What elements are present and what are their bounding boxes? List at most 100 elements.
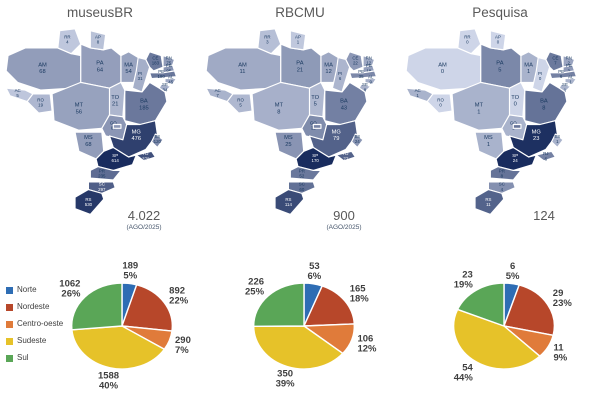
state-label-PE: PE 35 (358, 69, 364, 79)
state-label-PA: PA 5 (496, 60, 503, 73)
state-label-CE: CE 7 (552, 55, 558, 65)
state-label-MT: MT 1 (475, 103, 484, 116)
state-label-AL: AL 1 (568, 75, 574, 85)
state-label-MG: MG 23 (532, 129, 542, 142)
state-SC[interactable] (487, 181, 516, 194)
pie-slice-nordeste[interactable] (303, 285, 355, 327)
state-DF[interactable] (512, 123, 522, 129)
legend-item-sudeste[interactable]: Sudeste (6, 337, 63, 345)
state-RS[interactable] (474, 188, 505, 216)
state-DF[interactable] (312, 123, 322, 129)
legend-item-nordeste[interactable]: Nordeste (6, 303, 63, 311)
pie-slice-nordeste[interactable] (503, 284, 556, 336)
state-label-PA: PA 21 (296, 60, 303, 73)
state-BA[interactable] (524, 81, 568, 126)
pie-label-sudeste: 1588 40% (98, 370, 119, 391)
state-AP[interactable] (89, 30, 107, 51)
state-label-MS: MS 68 (84, 135, 93, 148)
state-CE[interactable] (145, 51, 164, 72)
state-label-RR: RR 3 (264, 34, 270, 44)
state-label-RR: RR 4 (64, 34, 70, 44)
pie-slice-sudeste[interactable] (71, 325, 166, 370)
state-SC[interactable] (287, 181, 316, 194)
legend-item-norte[interactable]: Norte (6, 286, 63, 294)
total-as-of: (AGO/2025) (326, 224, 362, 231)
state-RJ[interactable] (535, 150, 556, 162)
total-as-of: (AGO/2025) (126, 224, 162, 231)
state-label-AL: AL 9 (368, 75, 374, 85)
pie-label-centro-oeste: 106 12% (357, 334, 377, 355)
state-PR[interactable] (89, 166, 122, 181)
state-RR[interactable] (257, 28, 282, 55)
pie-slice-sul[interactable] (252, 282, 305, 328)
pie-chart-rbcmu: 53 6% 165 18% 106 12% 350 39% 226 25% (245, 261, 377, 390)
legend-swatch (6, 303, 13, 311)
state-label-PB: PB 18 (366, 63, 372, 73)
state-label-TO: TO 21 (111, 95, 119, 108)
legend-item-centro-oeste[interactable]: Centro-oeste (6, 320, 63, 328)
state-ES[interactable] (151, 133, 164, 149)
state-CE[interactable] (345, 51, 364, 72)
pie-slice-nordeste[interactable] (121, 284, 174, 332)
state-RS[interactable] (74, 188, 105, 216)
state-label-SP: SP 170 (312, 153, 320, 163)
state-RS[interactable] (274, 188, 305, 216)
panel-pesquisa: Pesquisa AM 0 PA 5 RR 0 AP 0 AC 1 RO 0 MA 1 PI 0 CE 7 RN 2 P… (400, 0, 600, 400)
legend-swatch (6, 337, 13, 345)
pie-label-sul: 1062 26% (59, 278, 81, 299)
panel-rbcmu: RBCMU AM 11 PA 21 RR 3 AP 1 AC 7 RO 5 MA 12 PI 6 CE 22 RN 1… (200, 0, 400, 400)
state-AP[interactable] (289, 30, 307, 51)
state-ES[interactable] (551, 133, 564, 149)
state-PR[interactable] (289, 166, 322, 181)
state-AL[interactable] (564, 78, 578, 85)
pie-slice-sul[interactable] (456, 282, 505, 327)
state-label-RN: RN 75 (166, 55, 172, 65)
state-label-TO: TO 0 (511, 95, 519, 108)
state-label-PA: PA 64 (96, 60, 104, 73)
state-BA[interactable] (324, 81, 368, 126)
state-label-RS: RS 11 (485, 197, 491, 207)
state-label-PR: PR 235 (98, 168, 106, 178)
state-RR[interactable] (57, 28, 82, 55)
state-PR[interactable] (489, 166, 522, 181)
state-label-PR: PR 8 (499, 168, 505, 178)
state-PE[interactable] (549, 70, 578, 80)
pie-label-norte: 189 5% (122, 261, 138, 282)
state-label-TO: TO 5 (311, 95, 319, 108)
pie-label-norte: 53 6% (307, 261, 321, 282)
panel-museusbr: museusBR AM 68 PA 64 RR 4 AP 8 AC 5 RO 19 MA 54 PI 31 CE… (0, 0, 200, 400)
pie-slice-sudeste[interactable] (453, 308, 541, 370)
total-value: 4.022 (127, 208, 161, 223)
state-label-MG: MG 476 (131, 129, 141, 142)
pie-label-centro-oeste: 290 7% (175, 335, 191, 356)
state-CE[interactable] (545, 51, 564, 72)
state-DF[interactable] (112, 123, 122, 129)
state-ES[interactable] (351, 133, 364, 149)
total-value: 900 (333, 208, 355, 223)
state-RO[interactable] (26, 93, 53, 114)
state-AL[interactable] (164, 78, 178, 85)
pie-label-sudeste: 54 44% (454, 363, 474, 384)
state-RR[interactable] (457, 28, 482, 55)
state-AL[interactable] (364, 78, 378, 85)
legend-swatch (6, 286, 13, 294)
state-PE[interactable] (349, 70, 378, 80)
state-RO[interactable] (426, 93, 453, 114)
state-label-MA: MA 12 (324, 62, 333, 75)
state-RO[interactable] (226, 93, 253, 114)
brazil-choropleth-museusbr: AM 68 PA 64 RR 4 AP 8 AC 5 RO 19 MA 54 PI 31 CE 183 RN 75PB… (5, 28, 178, 216)
state-BA[interactable] (124, 81, 168, 126)
pie-slice-sudeste[interactable] (252, 325, 344, 370)
state-label-AP: AP 0 (495, 34, 501, 44)
pie-slice-sul[interactable] (71, 282, 123, 331)
state-RJ[interactable] (135, 150, 156, 162)
state-AP[interactable] (489, 30, 507, 51)
state-PE[interactable] (149, 70, 178, 80)
state-RJ[interactable] (335, 150, 356, 162)
state-label-RJ: RJ 378 (142, 151, 150, 161)
legend-item-sul[interactable]: Sul (6, 354, 63, 362)
state-SC[interactable] (87, 181, 116, 194)
state-label-BA: BA 8 (540, 99, 548, 112)
state-label-MA: MA 54 (124, 62, 133, 75)
